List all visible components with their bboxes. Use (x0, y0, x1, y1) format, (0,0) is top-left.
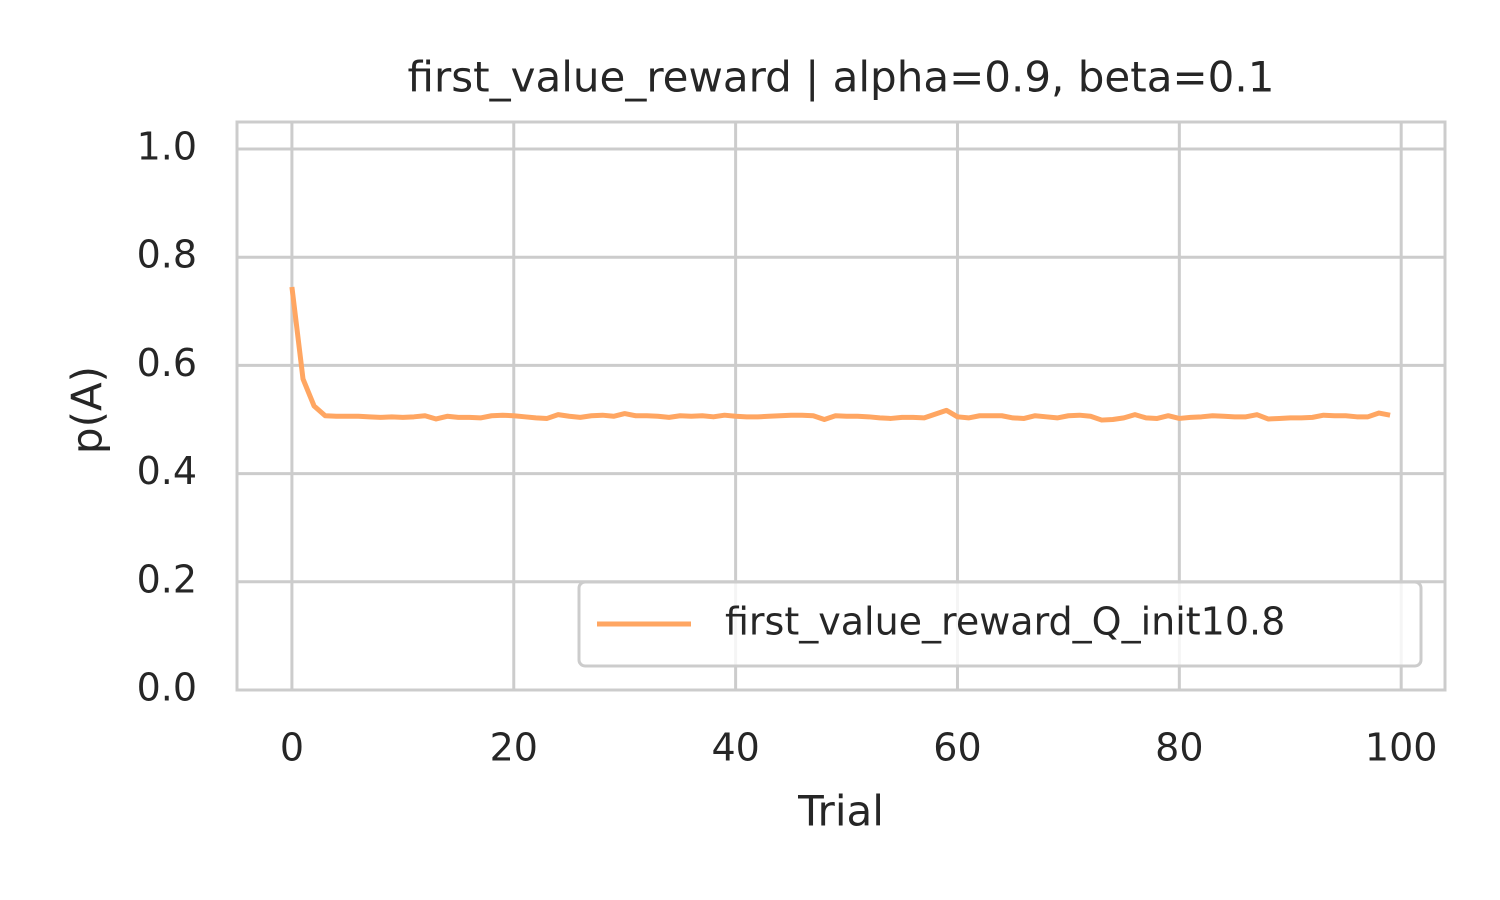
y-tick-label: 0.6 (137, 341, 197, 385)
chart-title: first_value_reward | alpha=0.9, beta=0.1 (408, 53, 1275, 102)
x-tick-label: 60 (933, 726, 981, 770)
y-tick-label: 1.0 (137, 125, 197, 169)
y-tick-label: 0.8 (137, 233, 197, 277)
x-axis-label: Trial (797, 787, 884, 836)
x-tick-label: 80 (1155, 726, 1203, 770)
y-tick-label: 0.0 (137, 666, 197, 710)
legend-label: first_value_reward_Q_init10.8 (725, 600, 1285, 644)
y-tick-label: 0.4 (137, 449, 197, 493)
y-axis-label: p(A) (63, 366, 112, 454)
plot-frame (235, 120, 1447, 692)
x-tick-label: 20 (490, 726, 538, 770)
x-tick-label: 100 (1365, 726, 1438, 770)
x-tick-label: 40 (711, 726, 759, 770)
data-line (289, 286, 1391, 423)
x-tick-label: 0 (280, 726, 304, 770)
legend-box (577, 580, 1423, 668)
y-tick-label: 0.2 (137, 557, 197, 601)
